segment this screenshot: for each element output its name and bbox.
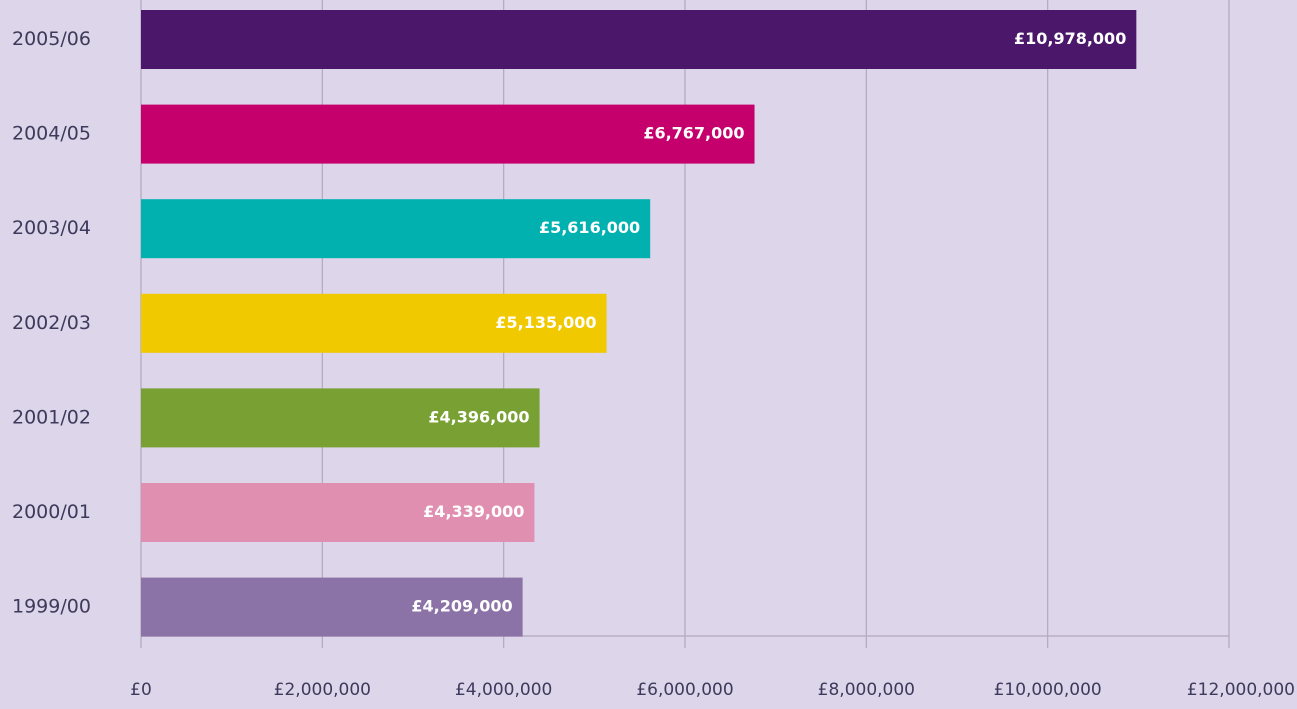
bar [141,10,1137,69]
x-tick-label: £8,000,000 [818,680,915,700]
y-tick-label: 2005/06 [12,28,91,50]
x-tick-label: £2,000,000 [274,680,371,700]
value-label: £4,339,000 [423,502,524,521]
value-label: £4,396,000 [428,407,529,426]
x-tick-label: £4,000,000 [455,680,552,700]
y-tick-label: 2000/01 [12,501,91,523]
bar [141,483,535,542]
y-tick-label: 2001/02 [12,406,91,428]
value-label: £5,616,000 [539,218,640,237]
bar [141,577,523,637]
bar [141,293,607,353]
value-label: £10,978,000 [1014,29,1126,48]
x-tick-label: £6,000,000 [636,680,733,700]
bar [141,388,540,448]
y-tick-label: 2002/03 [12,312,91,334]
y-tick-label: 2004/05 [12,123,91,145]
y-tick-label: 2003/04 [12,217,91,239]
y-tick-label: 1999/00 [12,596,91,618]
value-label: £6,767,000 [643,124,744,143]
x-tick-label: £12,000,000 [1187,680,1295,700]
value-label: £4,209,000 [411,597,512,616]
x-tick-label: £10,000,000 [994,680,1102,700]
bar [141,199,651,259]
x-tick-label: £0 [130,680,152,700]
bar [141,104,755,164]
value-label: £5,135,000 [495,313,596,332]
